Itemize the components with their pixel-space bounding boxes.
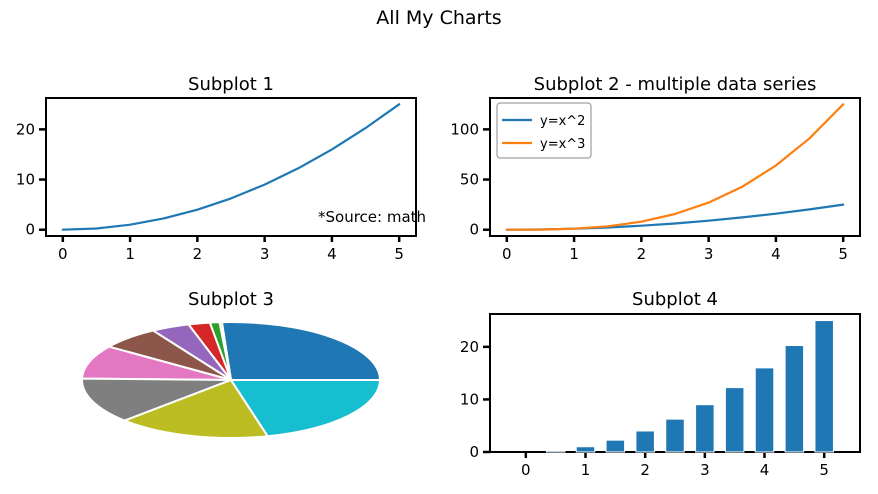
- axes-frame: [45, 97, 417, 237]
- series-line-2: [505, 103, 845, 231]
- series-line-1: [505, 203, 845, 231]
- subplot-1: Subplot 1 0 1 2 3 4 5 0 10 20 *Source: math: [16, 74, 426, 263]
- x-tick-label: 1: [125, 245, 135, 263]
- series-line-1: [61, 103, 401, 231]
- subplot-4-title: Subplot 4: [632, 289, 718, 310]
- subplot-2-legend: y=x^2 y=x^3: [496, 102, 592, 159]
- bar: [784, 345, 805, 453]
- x-tick-label: 5: [819, 461, 829, 479]
- x-tick-label: 3: [704, 245, 714, 263]
- bar: [695, 404, 715, 453]
- x-tick-label: 0: [502, 245, 512, 263]
- subplot-3-pie: [81, 321, 381, 439]
- bar: [575, 446, 596, 453]
- x-tick-label: 5: [838, 245, 848, 263]
- legend-label-2: y=x^3: [540, 137, 585, 152]
- subplot-2-title: Subplot 2 - multiple data series: [534, 74, 817, 95]
- y-tick-label: 0: [469, 221, 479, 239]
- subplot-1-plot: 0 1 2 3 4 5 0 10 20: [16, 97, 417, 263]
- bar: [665, 418, 685, 453]
- x-tick-label: 1: [569, 245, 579, 263]
- x-tick-label: 5: [394, 245, 404, 263]
- y-tick-label: 100: [450, 120, 479, 138]
- y-tick-label: 20: [16, 120, 35, 138]
- subplot-2: Subplot 2 - multiple data series 0 1 2 3 4 50…: [450, 74, 861, 263]
- bar: [814, 320, 834, 453]
- x-tick-label: 2: [193, 245, 203, 263]
- y-tick-label: 10: [460, 390, 479, 408]
- subplot-4-plot: 0 1 2 3 4 5 0 10 20: [460, 313, 861, 479]
- x-tick-label: 0: [58, 245, 68, 263]
- pie-slice: [123, 379, 269, 439]
- x-tick-label: 4: [327, 245, 337, 263]
- x-tick-label: 3: [260, 245, 270, 263]
- y-tick-label: 0: [469, 443, 479, 461]
- x-tick-label: 1: [581, 461, 591, 479]
- axes-frame: [489, 97, 861, 237]
- bar: [754, 367, 775, 453]
- pie-slice: [220, 321, 381, 381]
- pie-slice: [230, 379, 381, 438]
- x-tick-label: 2: [637, 245, 647, 263]
- y-tick-label: 10: [16, 171, 35, 189]
- bar: [605, 439, 626, 453]
- y-tick-label: 0: [25, 221, 35, 239]
- bar: [724, 387, 745, 453]
- x-tick-label: 3: [700, 461, 710, 479]
- subplot-1-title: Subplot 1: [188, 74, 274, 95]
- x-tick-label: 4: [771, 245, 781, 263]
- y-tick-label: 50: [460, 171, 479, 189]
- x-tick-label: 4: [760, 461, 770, 479]
- x-tick-label: 2: [640, 461, 650, 479]
- subplot-3-title: Subplot 3: [188, 289, 274, 310]
- subplot-4: Subplot 4 0 1 2 3 4 5 0 10 20: [460, 289, 861, 479]
- x-tick-label: 0: [521, 461, 531, 479]
- y-tick-label: 20: [460, 338, 479, 356]
- subplot-1-annotation: *Source: math: [318, 208, 426, 226]
- subplot-3: Subplot 3: [81, 289, 381, 439]
- figure-title: All My Charts: [376, 7, 501, 29]
- bar: [545, 450, 566, 453]
- legend-label-1: y=x^2: [540, 114, 585, 129]
- pie-slice: [81, 377, 232, 422]
- bar: [635, 430, 655, 453]
- legend-box: [496, 102, 592, 159]
